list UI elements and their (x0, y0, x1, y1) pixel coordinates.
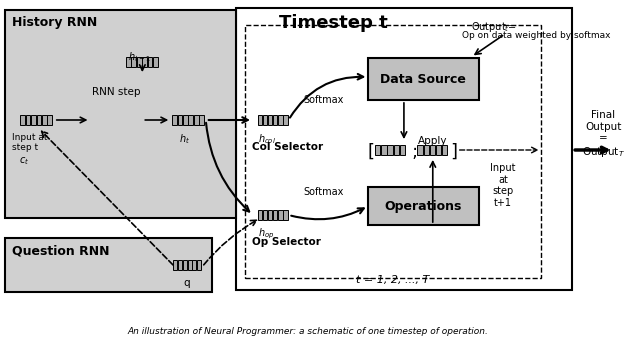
Bar (278, 115, 283, 125)
Text: $h_t$: $h_t$ (179, 132, 190, 146)
Bar (177, 115, 182, 125)
Text: $h_{op}$: $h_{op}$ (258, 227, 274, 241)
Text: An illustration of Neural Programmer: a schematic of one timestep of operation.: An illustration of Neural Programmer: a … (127, 327, 488, 336)
Text: step t: step t (12, 143, 38, 152)
Text: ]: ] (450, 143, 457, 161)
Bar (424, 145, 429, 155)
FancyBboxPatch shape (236, 8, 572, 290)
Bar (188, 260, 191, 270)
Bar (273, 210, 278, 220)
Bar (387, 145, 393, 155)
Bar (400, 145, 405, 155)
Bar (442, 145, 447, 155)
Bar (381, 145, 387, 155)
Bar (375, 145, 380, 155)
Text: Op on data weighted by softmax: Op on data weighted by softmax (461, 31, 610, 40)
Bar (263, 210, 268, 220)
Text: t = 1, 2, ..., T: t = 1, 2, ..., T (356, 275, 429, 285)
Bar (172, 115, 177, 125)
Bar (436, 145, 441, 155)
Bar (268, 115, 273, 125)
Bar (126, 57, 131, 67)
Bar (258, 115, 262, 125)
Text: Operations: Operations (385, 200, 462, 213)
Bar (173, 260, 177, 270)
Text: Softmax: Softmax (303, 95, 343, 105)
FancyBboxPatch shape (245, 25, 541, 278)
Text: Question RNN: Question RNN (12, 244, 109, 257)
Bar (178, 260, 182, 270)
Bar (194, 115, 198, 125)
Bar (189, 115, 193, 125)
Text: Output$_t$=: Output$_t$= (471, 20, 517, 34)
Text: Final
Output
=
Output$_T$: Final Output = Output$_T$ (582, 110, 625, 159)
Bar (263, 115, 268, 125)
FancyBboxPatch shape (369, 58, 479, 100)
Bar (142, 57, 147, 67)
Text: q: q (184, 278, 190, 288)
Bar (36, 115, 41, 125)
FancyBboxPatch shape (5, 238, 212, 292)
Bar (42, 115, 47, 125)
Bar (258, 210, 262, 220)
Bar (183, 260, 187, 270)
Bar (268, 210, 273, 220)
Text: $c_t$: $c_t$ (19, 155, 29, 167)
Bar (153, 57, 158, 67)
Text: Data Source: Data Source (380, 73, 466, 86)
Bar (197, 260, 201, 270)
FancyBboxPatch shape (369, 187, 479, 225)
Bar (148, 57, 152, 67)
Text: $h_{col}$: $h_{col}$ (258, 132, 276, 146)
Text: Op Selector: Op Selector (252, 237, 321, 247)
Text: Input
at
step
t+1: Input at step t+1 (490, 163, 516, 208)
Text: [: [ (367, 143, 374, 161)
Bar (200, 115, 204, 125)
Bar (193, 260, 196, 270)
Text: Apply: Apply (419, 136, 448, 146)
Text: Input at: Input at (12, 133, 47, 142)
Bar (137, 57, 141, 67)
Text: $h_{t-1}$: $h_{t-1}$ (128, 50, 151, 64)
Bar (284, 115, 288, 125)
Text: Softmax: Softmax (303, 187, 343, 197)
Bar (131, 57, 136, 67)
Bar (284, 210, 288, 220)
Bar (20, 115, 25, 125)
Bar (47, 115, 52, 125)
Bar (429, 145, 435, 155)
Bar (394, 145, 399, 155)
Bar (278, 210, 283, 220)
Text: Col Selector: Col Selector (252, 142, 323, 152)
Text: ;: ; (407, 143, 418, 161)
Bar (31, 115, 36, 125)
Text: History RNN: History RNN (12, 16, 97, 29)
Text: Timestep t: Timestep t (279, 14, 388, 32)
Text: RNN step: RNN step (92, 87, 141, 97)
Bar (26, 115, 30, 125)
FancyBboxPatch shape (5, 10, 236, 218)
Bar (273, 115, 278, 125)
Bar (183, 115, 188, 125)
Bar (417, 145, 423, 155)
